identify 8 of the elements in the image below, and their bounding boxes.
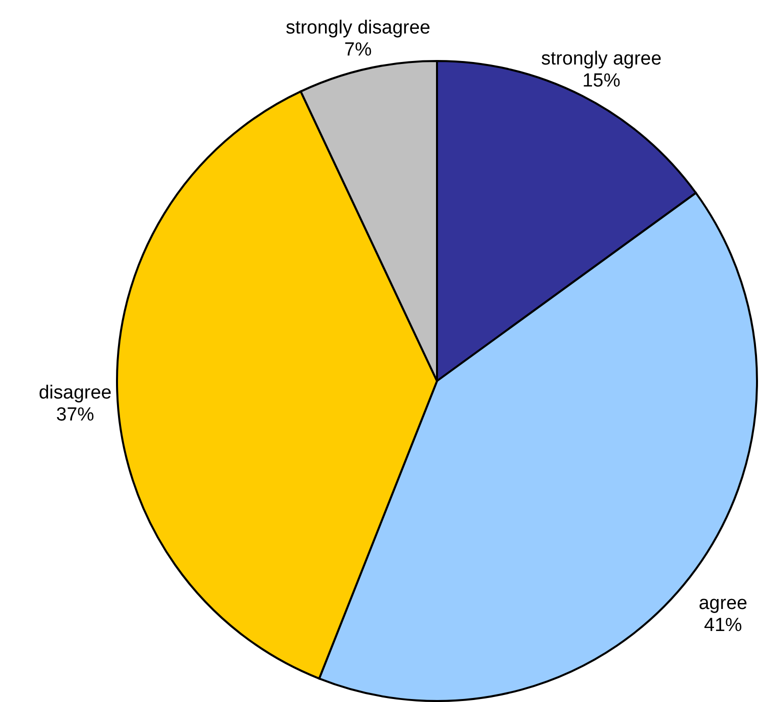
data-label: 41%	[704, 614, 742, 636]
slice-label: agree	[698, 592, 748, 614]
data-label: 7%	[344, 40, 372, 61]
data-label: 15%	[582, 70, 620, 92]
data-label: 37%	[56, 404, 94, 426]
slice-label: disagree	[38, 382, 112, 404]
slice-label: strongly disagree	[286, 18, 430, 39]
slice-label: strongly agree	[541, 48, 662, 70]
